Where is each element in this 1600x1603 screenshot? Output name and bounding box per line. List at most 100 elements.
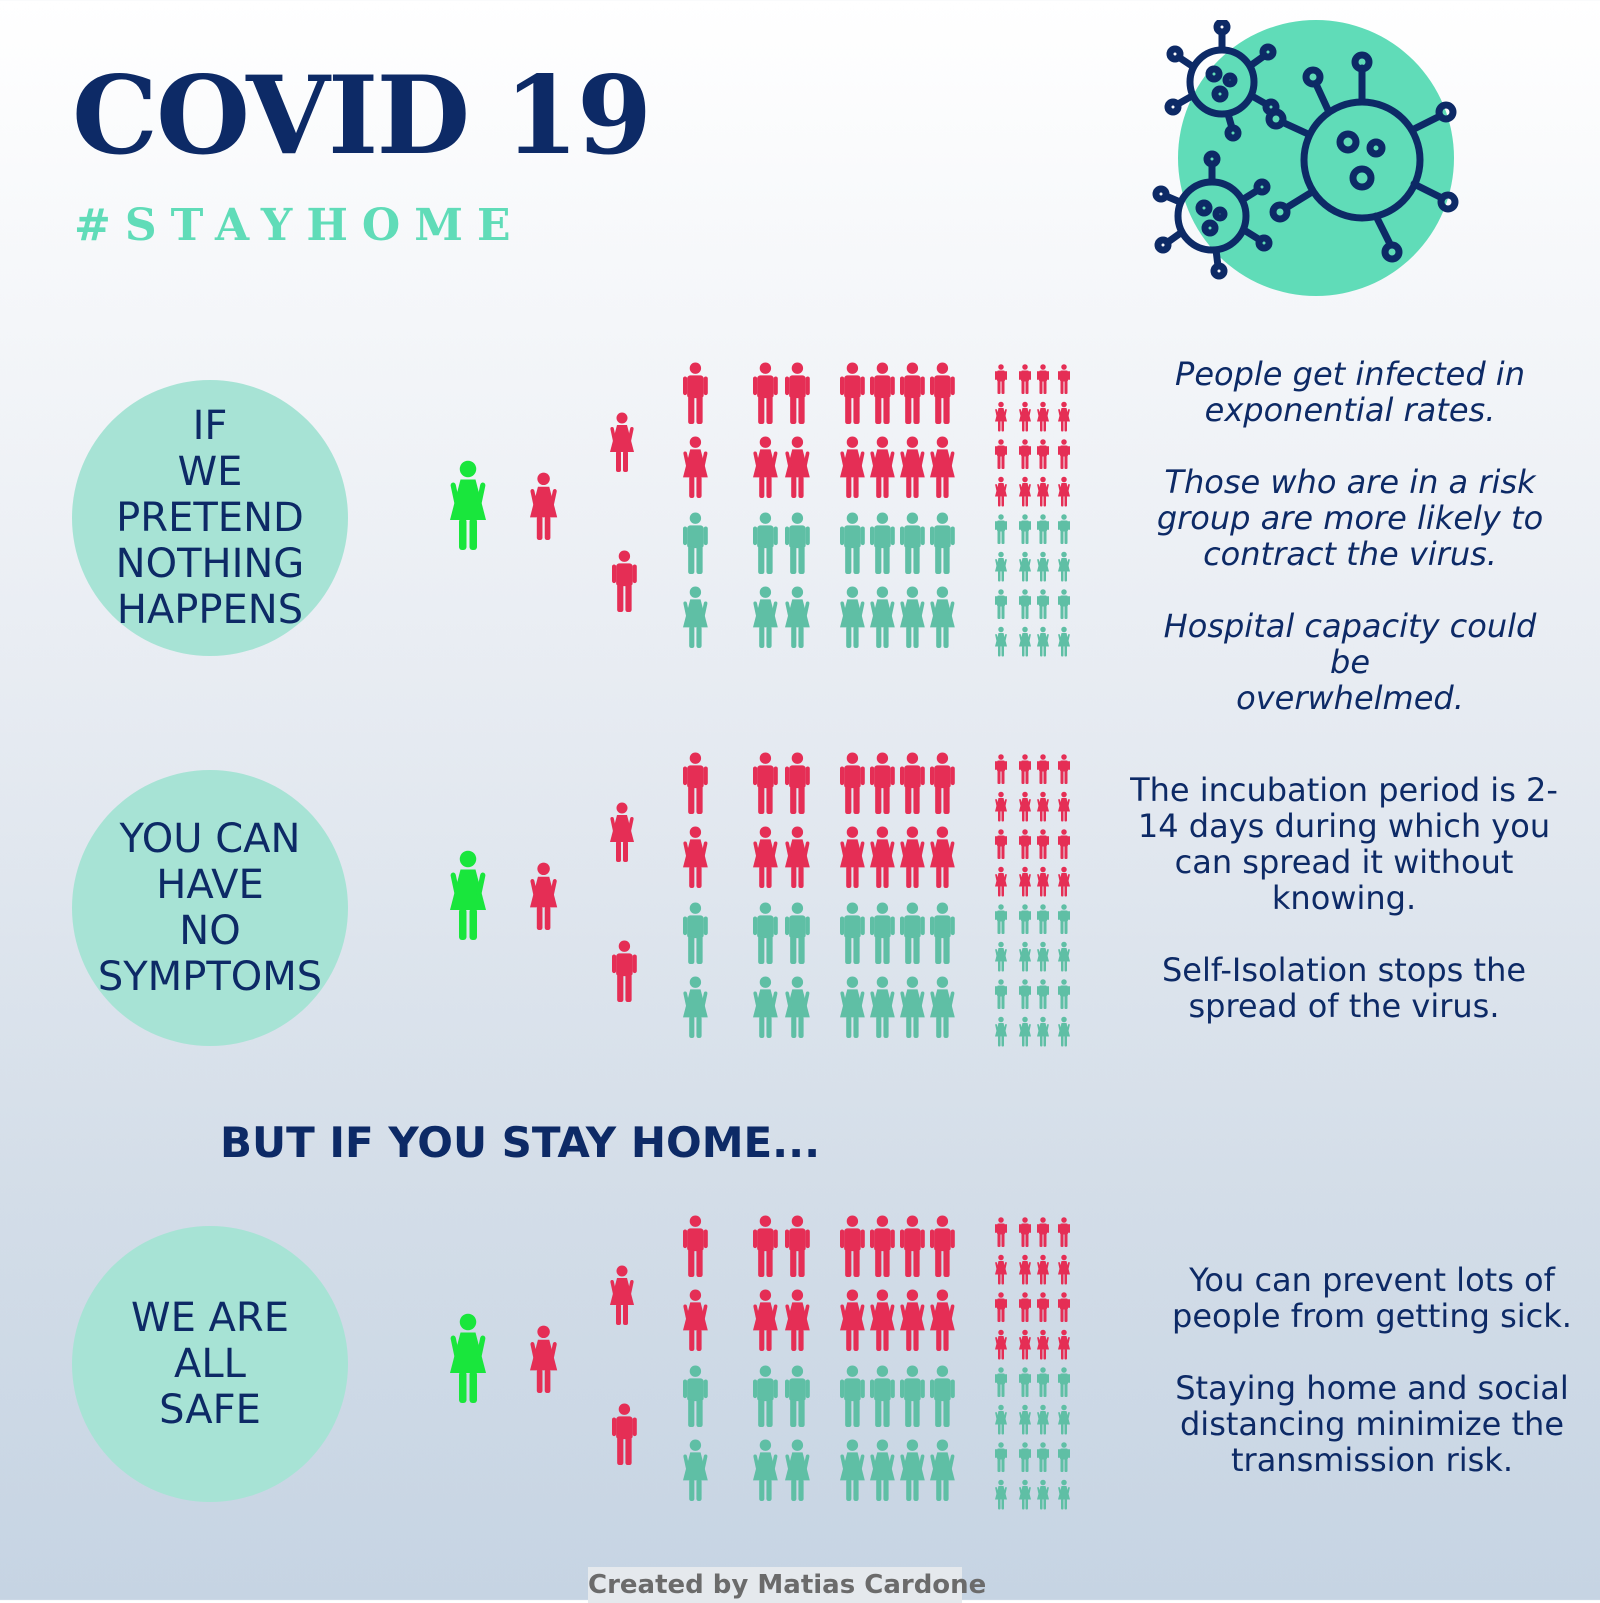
infected-person-icon [1037,1217,1049,1247]
healthy-person-icon [870,1365,895,1427]
infected-person-icon [1037,829,1049,859]
healthy-person-icon [995,941,1007,972]
infected-person-icon [683,436,708,498]
infected-person-icon [610,802,634,862]
infected-person-icon [840,362,865,424]
page-title: COVID 19 [72,53,652,179]
infected-person-icon [900,362,925,424]
infected-person-icon [930,436,955,498]
infected-person-icon [1019,1217,1031,1247]
infected-person-icon [683,1215,708,1277]
healthy-person-icon [1058,1479,1070,1510]
infected-person-icon [785,1215,810,1277]
infected-person-icon [530,1325,558,1393]
infected-person-icon [995,1254,1007,1285]
infected-person-icon [1037,439,1049,469]
healthy-person-icon [870,976,895,1038]
infected-person-icon [1037,1329,1049,1360]
healthy-person-icon [840,1365,865,1427]
description-exponential: People get infected in exponential rates… [1156,355,1544,717]
infected-person-icon [753,826,778,888]
infected-person-icon [840,752,865,814]
healthy-person-icon [1058,941,1070,972]
healthy-person-icon [1019,551,1031,582]
infected-person-icon [1058,476,1070,507]
infected-person-icon [1037,364,1049,394]
infected-person-icon [1019,1329,1031,1360]
healthy-person-icon [683,902,708,964]
infected-person-icon [1019,401,1031,432]
healthy-person-icon [900,1439,925,1501]
healthy-person-icon [1037,1367,1049,1397]
healthy-person-icon [785,976,810,1038]
healthy-person-icon [995,626,1007,657]
infected-person-icon [1058,439,1070,469]
spread-diagram-2 [450,752,1100,1052]
healthy-person-icon [840,902,865,964]
infected-person-icon [753,362,778,424]
infected-person-icon [995,829,1007,859]
healthy-person-icon [1037,551,1049,582]
healthy-person-icon [683,586,708,648]
infected-person-icon [1019,364,1031,394]
healthy-person-icon [995,1404,1007,1435]
healthy-person-icon [1019,1367,1031,1397]
infected-person-icon [1037,401,1049,432]
infected-person-icon [1058,754,1070,784]
infected-person-icon [900,826,925,888]
infected-person-icon [610,1265,634,1325]
healthy-person-icon [1019,904,1031,934]
infected-person-icon [785,752,810,814]
healthy-person-icon [930,976,955,1038]
healthy-person-icon [930,586,955,648]
infected-person-icon [995,476,1007,507]
patient-zero-icon [450,460,486,550]
infected-person-icon [610,412,634,472]
infected-person-icon [785,436,810,498]
infected-person-icon [753,436,778,498]
infected-person-icon [1058,364,1070,394]
infected-person-icon [1058,1217,1070,1247]
healthy-person-icon [930,1365,955,1427]
healthy-person-icon [1037,904,1049,934]
healthy-person-icon [753,512,778,574]
healthy-person-icon [900,902,925,964]
healthy-person-icon [1037,626,1049,657]
healthy-person-icon [1058,551,1070,582]
infected-person-icon [530,862,558,930]
infected-person-icon [1019,866,1031,897]
healthy-person-icon [683,1365,708,1427]
infected-person-icon [683,1289,708,1351]
healthy-person-icon [930,1439,955,1501]
infected-person-icon [930,362,955,424]
infected-person-icon [870,752,895,814]
infected-person-icon [1058,1254,1070,1285]
infected-person-icon [930,1215,955,1277]
infected-person-icon [995,439,1007,469]
healthy-person-icon [1037,589,1049,619]
healthy-person-icon [1019,1016,1031,1047]
infected-person-icon [1037,1254,1049,1285]
infected-person-icon [1058,829,1070,859]
infected-person-icon [683,826,708,888]
infected-person-icon [930,1289,955,1351]
infected-person-icon [785,826,810,888]
infected-person-icon [753,1289,778,1351]
infected-person-icon [1037,866,1049,897]
spread-diagram-1 [450,362,1100,662]
healthy-person-icon [1058,1442,1070,1472]
infected-person-icon [995,1292,1007,1322]
healthy-person-icon [753,1365,778,1427]
infected-person-icon [753,1215,778,1277]
virus-cluster-icon [1152,20,1459,280]
healthy-person-icon [1058,904,1070,934]
description-incubation: The incubation period is 2- 14 days duri… [1130,771,1558,1025]
infected-person-icon [840,436,865,498]
healthy-person-icon [1037,514,1049,544]
infected-person-icon [683,752,708,814]
stay-home-heading: BUT IF YOU STAY HOME... [220,1118,821,1167]
people-icons [450,752,1070,1047]
healthy-person-icon [683,976,708,1038]
infected-person-icon [870,826,895,888]
healthy-person-icon [683,512,708,574]
